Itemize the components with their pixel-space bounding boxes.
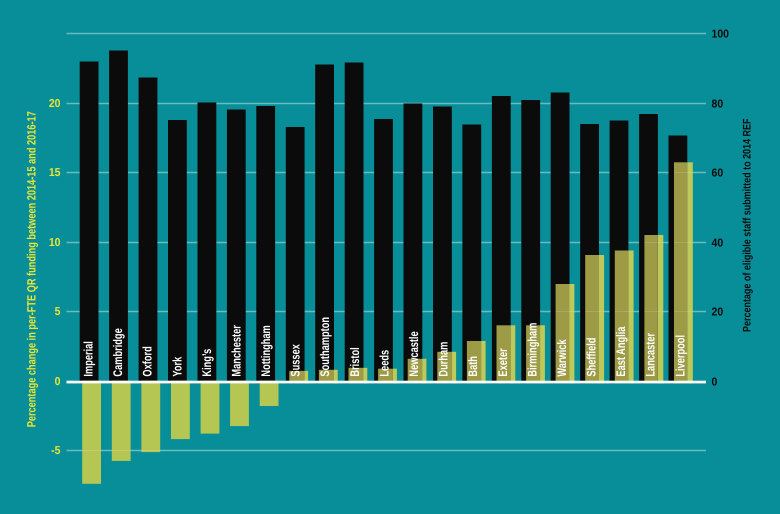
svg-text:40: 40 <box>712 238 724 250</box>
svg-text:Durham: Durham <box>437 342 451 377</box>
svg-text:Exeter: Exeter <box>496 348 510 376</box>
svg-text:20: 20 <box>712 307 724 319</box>
svg-text:80: 80 <box>712 99 724 111</box>
svg-text:Liverpool: Liverpool <box>673 335 687 377</box>
svg-text:0: 0 <box>712 377 718 389</box>
svg-text:Sussex: Sussex <box>289 344 303 376</box>
svg-text:Manchester: Manchester <box>229 325 243 377</box>
svg-text:East Anglia: East Anglia <box>614 326 628 377</box>
svg-text:20: 20 <box>49 98 61 110</box>
svg-text:15: 15 <box>49 167 61 179</box>
svg-text:10: 10 <box>49 237 61 249</box>
svg-text:Sheffield: Sheffield <box>585 338 599 377</box>
svg-text:Newcastle: Newcastle <box>407 331 421 376</box>
svg-text:Cambridge: Cambridge <box>111 328 125 376</box>
svg-text:60: 60 <box>712 168 724 180</box>
svg-text:Leeds: Leeds <box>377 350 391 377</box>
svg-text:-5: -5 <box>51 445 61 457</box>
svg-text:Percentage of eligible staff s: Percentage of eligible staff submitted t… <box>742 118 754 332</box>
svg-text:Percentage change in per-FTE Q: Percentage change in per-FTE QR funding … <box>25 111 39 427</box>
svg-text:Nottingham: Nottingham <box>259 325 273 376</box>
svg-text:Birmingham: Birmingham <box>525 323 539 377</box>
svg-text:Bristol: Bristol <box>348 347 362 376</box>
svg-text:5: 5 <box>55 306 61 318</box>
svg-text:Southampton: Southampton <box>318 317 332 377</box>
svg-text:Lancaster: Lancaster <box>644 333 658 377</box>
svg-text:Warwick: Warwick <box>555 339 569 376</box>
svg-text:0: 0 <box>55 376 61 388</box>
svg-text:100: 100 <box>712 29 729 41</box>
svg-text:York: York <box>170 357 184 377</box>
svg-text:King’s: King’s <box>200 349 214 377</box>
svg-text:Imperial: Imperial <box>82 341 96 376</box>
svg-text:Bath: Bath <box>466 356 480 377</box>
svg-text:Oxford: Oxford <box>141 346 155 376</box>
